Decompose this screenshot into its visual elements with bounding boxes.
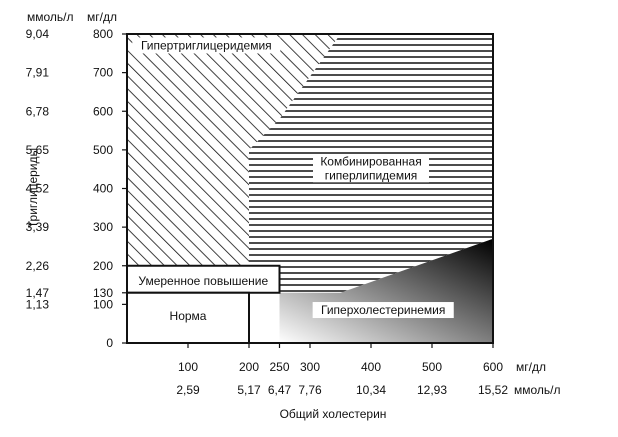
x-tick-label-mmol: 5,17 [237, 383, 261, 397]
region-label-combined: Комбинированная [320, 154, 421, 168]
y-tick-label-mgdl: 400 [93, 182, 113, 196]
x-tick-label-mgdl: 500 [422, 360, 442, 374]
y-tick-label-mmol: 4,52 [26, 182, 50, 196]
region-label-combined: гиперлипидемия [325, 168, 418, 182]
y-unit-mgdl: мг/дл [87, 10, 117, 24]
x-tick-label-mmol: 7,76 [298, 383, 322, 397]
region-hypertriglyceridemia [127, 34, 341, 266]
region-label-hypercholesterolemia: Гиперхолестеринемия [321, 303, 445, 317]
x-tick-label-mgdl: 100 [178, 360, 198, 374]
x-tick-label-mgdl: 400 [361, 360, 381, 374]
y-tick-label-mmol: 6,78 [26, 104, 50, 118]
y-tick-label-mgdl: 700 [93, 66, 113, 80]
regions-layer [126, 34, 493, 344]
region-labels: Гипертриглицеридемия Комбинированнаягипер… [132, 37, 454, 323]
label-bg [313, 168, 429, 183]
label-bg [312, 302, 454, 319]
axis-ticks: 0 100 1,13 130 1,47 200 2,26 300 3,39 400 4,52 500 5… [26, 10, 561, 421]
y-tick-label-mgdl: 600 [93, 104, 113, 118]
x-tick-label-mmol: 10,34 [356, 383, 386, 397]
y-unit-mmol: ммоль/л [27, 10, 74, 24]
y-tick-label-mmol: 1,13 [26, 297, 50, 311]
x-tick-label-mmol: 15,52 [478, 383, 508, 397]
y-tick-label-mmol: 1,47 [26, 286, 50, 300]
label-bg [313, 154, 429, 169]
y-tick-label-mmol: 7,91 [26, 66, 50, 80]
y-tick-label-mmol: 5,65 [26, 143, 50, 157]
x-tick-label-mgdl: 300 [300, 360, 320, 374]
x-tick-label-mmol: 6,47 [268, 383, 292, 397]
x-tick-label-mgdl: 250 [269, 360, 289, 374]
y-axis-title: Триглицериды [26, 148, 40, 228]
x-tick-label-mgdl: 600 [483, 360, 503, 374]
x-tick-label-mmol: 2,59 [176, 383, 200, 397]
y-tick-label-mmol: 9,04 [26, 27, 50, 41]
region-label-moderate: Умеренное повышение [138, 274, 268, 288]
x-tick-label-mgdl: 200 [239, 360, 259, 374]
x-axis-title: Общий холестерин [280, 407, 387, 421]
x-tick-label-mmol: 12,93 [417, 383, 447, 397]
y-tick-label-mgdl: 500 [93, 143, 113, 157]
y-tick-label-mgdl: 130 [93, 286, 113, 300]
region-label-hypertriglyceridemia: Гипертриглицеридемия [141, 38, 272, 52]
x-unit-mgdl: мг/дл [516, 360, 546, 374]
label-bg [132, 37, 281, 54]
y-tick-label-mgdl: 200 [93, 259, 113, 273]
y-tick-label-mgdl: 300 [93, 220, 113, 234]
y-tick-label-mgdl: 800 [93, 27, 113, 41]
y-tick-label-mmol: 3,39 [26, 220, 50, 234]
y-tick-label-mgdl: 0 [106, 336, 113, 350]
y-tick-label-mmol: 2,26 [26, 259, 50, 273]
region-label-normal: Норма [170, 309, 207, 323]
y-tick-label-mgdl: 100 [93, 297, 113, 311]
x-unit-mmol: ммоль/л [514, 383, 561, 397]
